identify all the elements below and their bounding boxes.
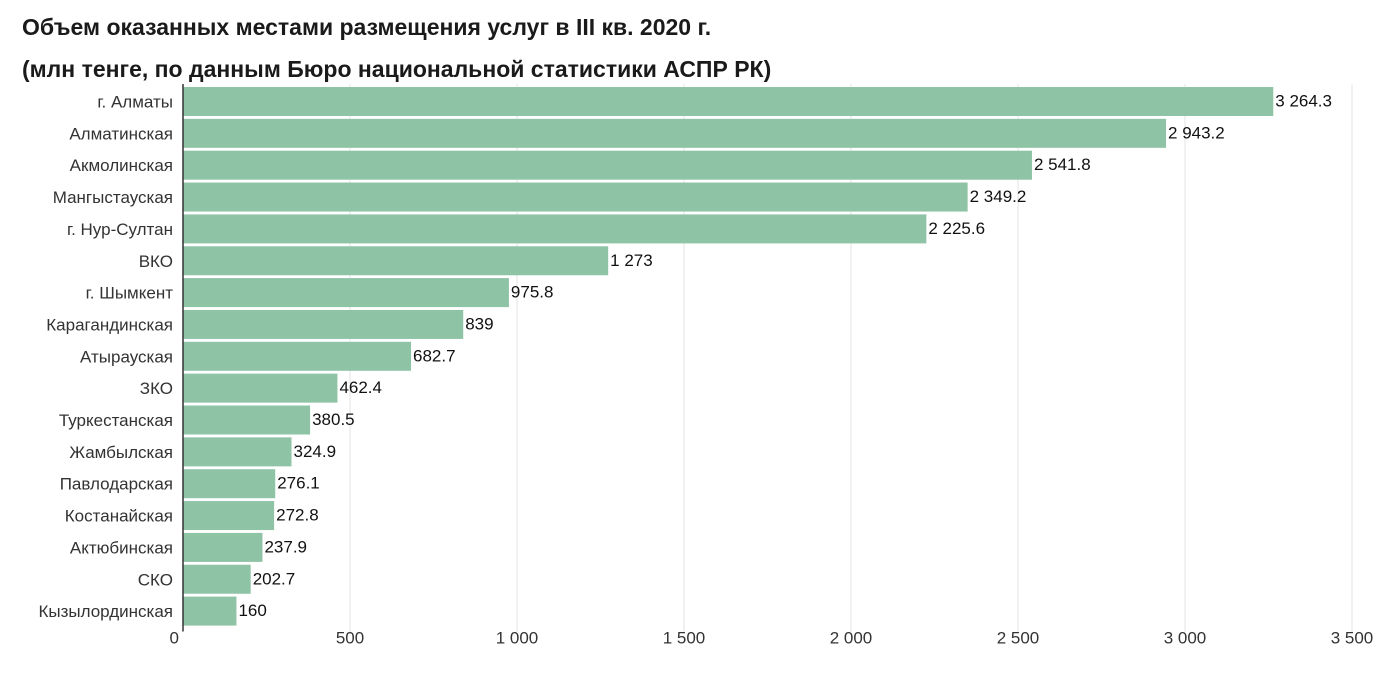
- data-label: 2 225.6: [928, 219, 985, 238]
- data-label: 276.1: [277, 474, 320, 493]
- category-label: ВКО: [139, 252, 173, 271]
- x-tick-label: 2 000: [830, 628, 873, 647]
- data-label: 237.9: [264, 537, 307, 556]
- category-label: г. Шымкент: [86, 284, 174, 303]
- category-label: Туркестанская: [59, 411, 173, 430]
- x-tick-label: 1 000: [496, 628, 539, 647]
- category-label: Актюбинская: [70, 538, 173, 557]
- data-label: 1 273: [610, 251, 653, 270]
- category-label: Костанайская: [65, 507, 173, 526]
- category-label: Карагандинская: [46, 315, 173, 334]
- bar: [183, 87, 1274, 116]
- bar: [183, 278, 509, 308]
- data-label: 380.5: [312, 410, 355, 429]
- data-label: 160: [238, 601, 266, 620]
- bar: [183, 246, 609, 276]
- data-label: 839: [465, 314, 493, 333]
- x-tick-label: 1 500: [663, 628, 706, 647]
- category-label: Мангыстауская: [53, 188, 173, 207]
- bar: [183, 596, 237, 626]
- bar: [183, 373, 338, 403]
- x-tick-label: 3 000: [1164, 628, 1207, 647]
- category-label: СКО: [138, 570, 173, 589]
- data-label: 202.7: [253, 569, 296, 588]
- bar: [183, 150, 1032, 180]
- category-label: г. Нур-Султан: [67, 220, 173, 239]
- chart-title-line-2: (млн тенге, по данным Бюро национальной …: [22, 56, 772, 82]
- chart-title: Объем оказанных местами размещения услуг…: [22, 6, 771, 90]
- data-label: 2 943.2: [1168, 123, 1225, 142]
- bar: [183, 309, 464, 339]
- x-tick-label: 3 500: [1331, 628, 1374, 647]
- bar: [183, 405, 311, 435]
- x-tick-label: 0: [170, 628, 179, 647]
- bar: [183, 437, 292, 467]
- chart-title-line-1: Объем оказанных местами размещения услуг…: [22, 14, 712, 40]
- category-label: Акмолинская: [70, 156, 173, 175]
- bar: [183, 214, 927, 244]
- category-label: Кызылординская: [38, 602, 173, 621]
- category-label: ЗКО: [140, 379, 173, 398]
- data-label: 272.8: [276, 506, 319, 525]
- data-label: 682.7: [413, 346, 456, 365]
- category-label: Павлодарская: [60, 475, 173, 494]
- bar: [183, 564, 251, 594]
- data-label: 2 541.8: [1034, 155, 1091, 174]
- category-label: Атырауская: [80, 347, 173, 366]
- bar: [183, 501, 275, 531]
- bar: [183, 341, 412, 371]
- bar: [183, 469, 276, 499]
- x-tick-label: 500: [336, 628, 364, 647]
- data-label: 324.9: [294, 442, 337, 461]
- x-tick-label: 2 500: [997, 628, 1040, 647]
- bar: [183, 182, 968, 212]
- category-label: Алматинская: [69, 124, 173, 143]
- data-label: 462.4: [339, 378, 382, 397]
- bar: [183, 532, 263, 562]
- category-label: г. Алматы: [97, 93, 173, 112]
- data-label: 975.8: [511, 283, 554, 302]
- data-label: 3 264.3: [1275, 92, 1332, 111]
- category-label: Жамбылская: [69, 443, 173, 462]
- data-label: 2 349.2: [970, 187, 1027, 206]
- bar: [183, 118, 1167, 148]
